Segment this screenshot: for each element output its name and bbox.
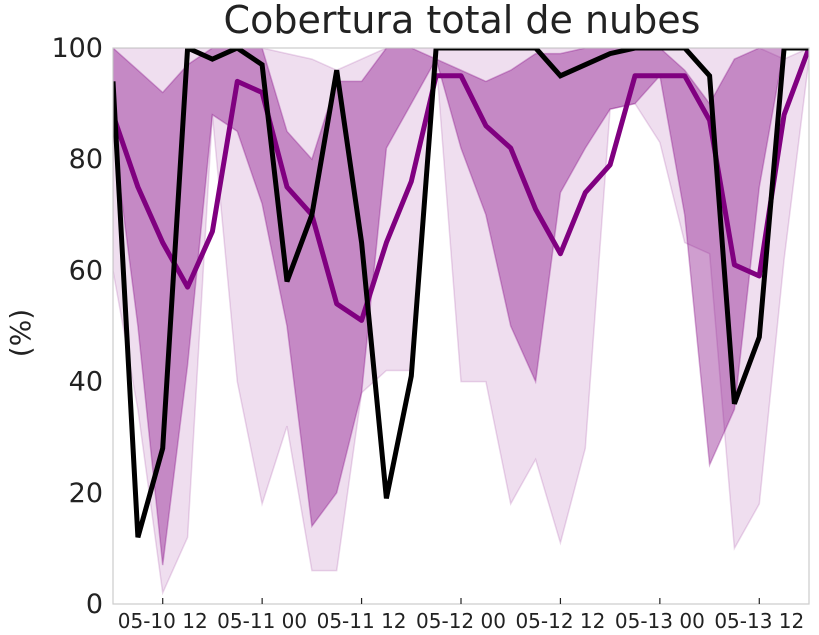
- x-tick-label: 05-13 00: [615, 609, 705, 633]
- x-tick-label: 05-11 12: [317, 609, 407, 633]
- x-tick-label: 05-12 00: [416, 609, 506, 633]
- x-tick-label: 05-12 12: [515, 609, 605, 633]
- observed-line: [113, 48, 809, 538]
- y-tick-label: 80: [69, 144, 103, 175]
- x-tick-label: 05-11 00: [217, 609, 307, 633]
- x-tick-labels: 05-10 12 05-11 00 05-11 12 05-12 00 05-12 12…: [118, 598, 804, 633]
- y-tick-labels: 0 20 40 60 80 100: [51, 33, 103, 620]
- chart-title: Cobertura total de nubes: [224, 0, 701, 42]
- y-tick-label: 100: [51, 33, 103, 64]
- plot-area: [112, 47, 810, 605]
- y-tick-label: 20: [69, 478, 103, 509]
- y-tick-label: 0: [86, 589, 103, 620]
- y-tick-label: 40: [69, 367, 103, 398]
- series-group: [113, 48, 809, 596]
- median-line: [113, 48, 809, 323]
- y-axis-label: (%): [4, 309, 37, 357]
- x-tick-label: 05-10 12: [118, 609, 208, 633]
- x-tick-label: 05-13 12: [714, 609, 804, 633]
- y-tick-label: 60: [69, 255, 103, 286]
